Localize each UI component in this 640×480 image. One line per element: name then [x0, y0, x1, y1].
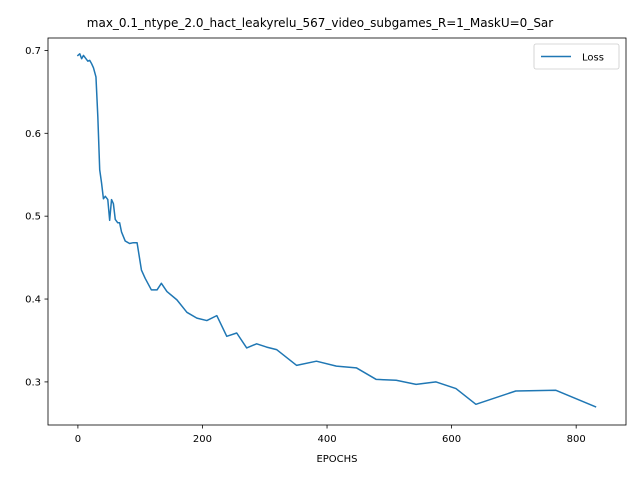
x-tick-label: 400 — [317, 434, 336, 445]
x-tick-label: 600 — [442, 434, 461, 445]
x-tick-label: 200 — [193, 434, 212, 445]
y-tick-label: 0.4 — [25, 295, 41, 306]
plot-area — [48, 38, 626, 425]
legend: Loss — [533, 43, 620, 70]
x-axis: 0 200 400 600 800 — [75, 425, 586, 445]
chart-title: max_0.1_ntype_2.0_hact_leakyrelu_567_vid… — [87, 16, 554, 30]
x-axis-label: EPOCHS — [316, 454, 357, 465]
y-tick-label: 0.6 — [25, 129, 41, 140]
legend-box — [533, 43, 620, 70]
plot-frame — [47, 37, 627, 426]
x-tick-label: 800 — [567, 434, 586, 445]
y-tick-label: 0.3 — [25, 377, 41, 388]
y-tick-label: 0.5 — [25, 212, 41, 223]
y-axis: 0.3 0.4 0.5 0.6 0.7 — [25, 46, 48, 388]
series-line-loss — [76, 53, 597, 408]
x-tick-label: 0 — [75, 434, 81, 445]
legend-label-loss: Loss — [582, 53, 604, 64]
y-tick-label: 0.7 — [25, 46, 41, 57]
